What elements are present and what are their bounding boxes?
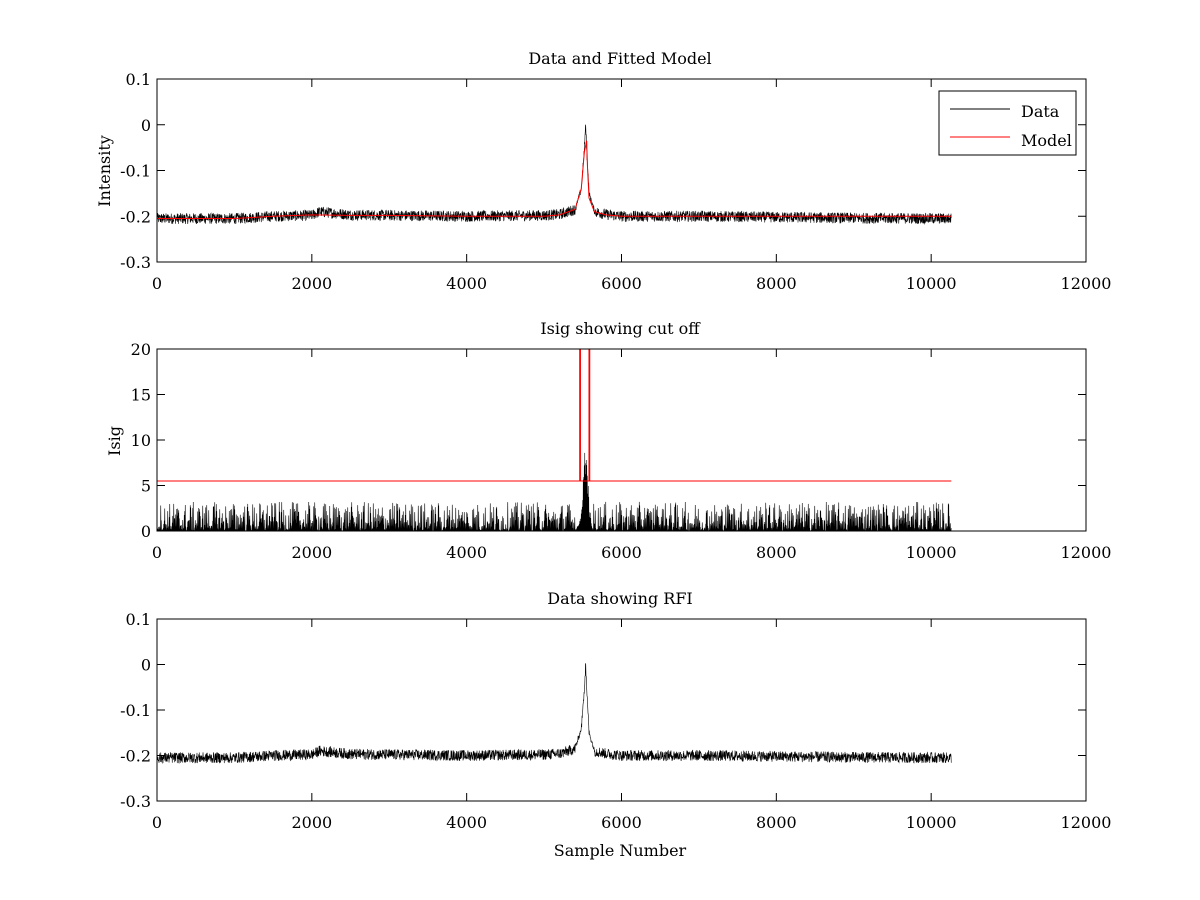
- y-tick-label: 5: [141, 477, 151, 496]
- x-tick-label: 10000: [906, 274, 957, 293]
- y-tick-label: -0.2: [120, 207, 151, 226]
- y-tick-label: 0.1: [126, 610, 151, 629]
- x-tick-label: 2000: [291, 274, 332, 293]
- x-tick-label: 12000: [1061, 274, 1112, 293]
- y-tick-label: 0: [141, 116, 151, 135]
- series-group: [157, 124, 952, 225]
- x-tick-label: 8000: [756, 274, 797, 293]
- x-tick-label: 6000: [601, 813, 642, 832]
- x-tick-label: 6000: [601, 274, 642, 293]
- x-tick-label: 12000: [1061, 543, 1112, 562]
- x-axis-label: Sample Number: [554, 841, 687, 860]
- series-group: [157, 663, 952, 764]
- plot-area: 0 2000 4000 6000 8000 10000 12000 -0.3 -0.2 -0.1 0…: [120, 610, 1111, 832]
- y-axis-label: Intensity: [95, 135, 114, 207]
- y-tick-label: 10: [131, 431, 151, 450]
- series-line-red-1: [157, 349, 952, 482]
- legend: Data Model: [938, 90, 1077, 156]
- x-tick-label: 4000: [446, 813, 487, 832]
- x-tick-label: 2000: [291, 543, 332, 562]
- y-tick-label: -0.1: [120, 162, 151, 181]
- x-tick-label: 12000: [1061, 813, 1112, 832]
- y-tick-label: 15: [131, 386, 151, 405]
- y-tick-label: 0: [141, 656, 151, 675]
- plot-area: 0 2000 4000 6000 8000 10000 12000 -0.3 -0.2 -0.1 0…: [120, 70, 1111, 293]
- legend-label-model: Model: [1021, 131, 1072, 150]
- x-tick-label: 4000: [446, 543, 487, 562]
- x-tick-label: 0: [152, 274, 162, 293]
- subplot-data-showing-rfi: Data showing RFI Sample Number 0 2000 4000…: [120, 589, 1111, 860]
- x-tick-label: 2000: [291, 813, 332, 832]
- subplot-title: Isig showing cut off: [540, 319, 701, 338]
- x-tick-label: 6000: [601, 543, 642, 562]
- series-line-data-0: [157, 124, 952, 225]
- x-tick-label: 10000: [906, 813, 957, 832]
- x-tick-label: 0: [152, 543, 162, 562]
- subplot-title: Data showing RFI: [547, 589, 692, 608]
- legend-label-data: Data: [1021, 102, 1060, 121]
- subplot-data-and-fitted-model: Data and Fitted Model Intensity 0 2000 400…: [95, 49, 1111, 293]
- y-tick-label: -0.1: [120, 701, 151, 720]
- y-axis-label: Isig: [105, 426, 124, 456]
- x-tick-label: 0: [152, 813, 162, 832]
- y-tick-label: -0.2: [120, 747, 151, 766]
- series-line-model-1: [157, 140, 952, 220]
- subplot-isig-showing-cut-off: Isig showing cut off Isig 0 2000 4000 6000 8…: [105, 319, 1111, 562]
- y-tick-label: -0.3: [120, 792, 151, 811]
- y-tick-label: 20: [131, 340, 151, 359]
- y-tick-label: -0.3: [120, 253, 151, 272]
- plot-area: 0 2000 4000 6000 8000 10000 12000 0 5 10 15 20: [131, 340, 1112, 562]
- legend-box: [938, 90, 1077, 156]
- y-tick-label: 0: [141, 522, 151, 541]
- x-tick-label: 10000: [906, 543, 957, 562]
- y-tick-label: 0.1: [126, 70, 151, 89]
- x-tick-label: 8000: [756, 543, 797, 562]
- series-line-black-0: [157, 663, 952, 764]
- subplot-title: Data and Fitted Model: [528, 49, 711, 68]
- x-tick-label: 8000: [756, 813, 797, 832]
- x-tick-label: 4000: [446, 274, 487, 293]
